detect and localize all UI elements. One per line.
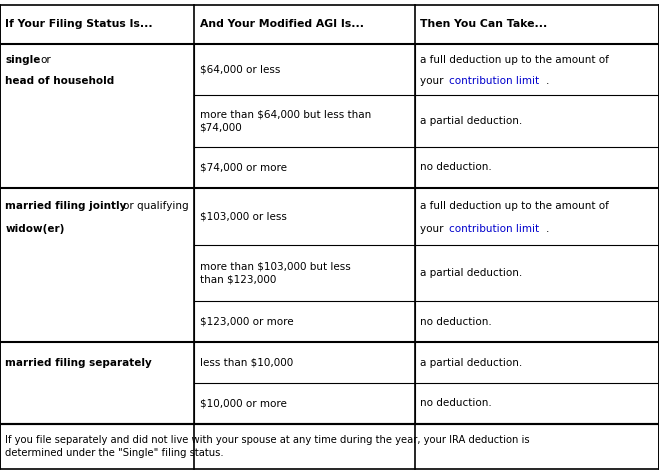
- Text: a full deduction up to the amount of: a full deduction up to the amount of: [420, 201, 609, 211]
- Text: contribution limit: contribution limit: [449, 76, 539, 86]
- Text: no deduction.: no deduction.: [420, 317, 492, 327]
- Text: or: or: [40, 55, 51, 65]
- Text: your: your: [420, 76, 447, 86]
- Text: .: .: [546, 224, 549, 234]
- Text: contribution limit: contribution limit: [449, 224, 539, 234]
- Text: your: your: [420, 224, 447, 234]
- Text: head of household: head of household: [5, 76, 114, 86]
- Text: more than $103,000 but less
than $123,000: more than $103,000 but less than $123,00…: [199, 261, 351, 284]
- Text: $74,000 or more: $74,000 or more: [199, 163, 286, 173]
- Text: $123,000 or more: $123,000 or more: [199, 317, 293, 327]
- Text: If you file separately and did not live with your spouse at any time during the : If you file separately and did not live …: [5, 435, 530, 458]
- Text: .: .: [546, 76, 549, 86]
- Text: a partial deduction.: a partial deduction.: [420, 357, 522, 367]
- Text: $64,000 or less: $64,000 or less: [199, 64, 280, 74]
- Text: less than $10,000: less than $10,000: [199, 357, 293, 367]
- Text: If Your Filing Status Is...: If Your Filing Status Is...: [5, 19, 153, 29]
- Text: more than $64,000 but less than
$74,000: more than $64,000 but less than $74,000: [199, 109, 371, 133]
- Text: And Your Modified AGI Is...: And Your Modified AGI Is...: [199, 19, 363, 29]
- Text: widow(er): widow(er): [5, 224, 65, 234]
- Text: married filing separately: married filing separately: [5, 357, 152, 367]
- Text: a full deduction up to the amount of: a full deduction up to the amount of: [420, 55, 609, 65]
- Text: Then You Can Take...: Then You Can Take...: [420, 19, 547, 29]
- Text: $10,000 or more: $10,000 or more: [199, 399, 286, 409]
- Text: no deduction.: no deduction.: [420, 163, 492, 173]
- Text: no deduction.: no deduction.: [420, 399, 492, 409]
- Text: a partial deduction.: a partial deduction.: [420, 268, 522, 278]
- Text: $103,000 or less: $103,000 or less: [199, 211, 286, 221]
- Text: or qualifying: or qualifying: [122, 201, 188, 211]
- Text: single: single: [5, 55, 41, 65]
- Text: married filing jointly: married filing jointly: [5, 201, 126, 211]
- Text: a partial deduction.: a partial deduction.: [420, 116, 522, 126]
